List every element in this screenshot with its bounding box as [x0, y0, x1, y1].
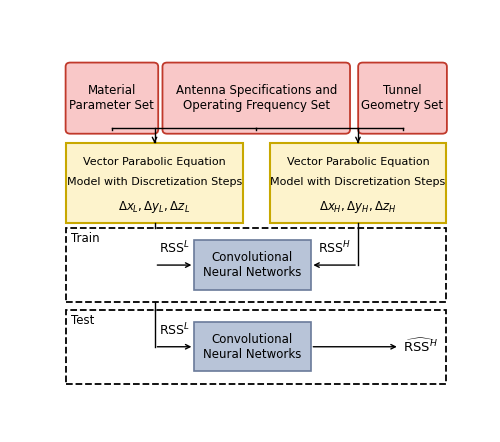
- Bar: [194, 240, 310, 290]
- Text: Model with Discretization Steps: Model with Discretization Steps: [67, 177, 242, 187]
- FancyBboxPatch shape: [162, 63, 350, 133]
- Text: $\Delta x_H, \Delta y_H, \Delta z_H$: $\Delta x_H, \Delta y_H, \Delta z_H$: [320, 199, 396, 215]
- Text: RSS$^L$: RSS$^L$: [159, 240, 190, 256]
- Text: Model with Discretization Steps: Model with Discretization Steps: [270, 177, 446, 187]
- Text: RSS$^L$: RSS$^L$: [159, 322, 190, 338]
- FancyBboxPatch shape: [66, 63, 158, 133]
- Bar: [66, 143, 242, 223]
- Text: Vector Parabolic Equation: Vector Parabolic Equation: [83, 156, 226, 167]
- Bar: [270, 143, 446, 223]
- Text: Convolutional
Neural Networks: Convolutional Neural Networks: [203, 251, 302, 279]
- Text: Test: Test: [71, 314, 94, 327]
- Text: Tunnel
Geometry Set: Tunnel Geometry Set: [362, 84, 444, 112]
- Text: Train: Train: [71, 232, 100, 245]
- Text: Vector Parabolic Equation: Vector Parabolic Equation: [286, 156, 430, 167]
- Bar: [66, 310, 446, 384]
- Bar: [194, 322, 310, 371]
- FancyBboxPatch shape: [358, 63, 447, 133]
- Bar: [66, 228, 446, 302]
- Text: Antenna Specifications and
Operating Frequency Set: Antenna Specifications and Operating Fre…: [176, 84, 337, 112]
- Text: Material
Parameter Set: Material Parameter Set: [70, 84, 154, 112]
- Text: RSS$^H$: RSS$^H$: [318, 240, 350, 256]
- Text: $\Delta x_L, \Delta y_L, \Delta z_L$: $\Delta x_L, \Delta y_L, \Delta z_L$: [118, 199, 190, 215]
- Text: Convolutional
Neural Networks: Convolutional Neural Networks: [203, 333, 302, 361]
- Text: $\widehat{\mathrm{RSS}}^H$: $\widehat{\mathrm{RSS}}^H$: [402, 338, 438, 355]
